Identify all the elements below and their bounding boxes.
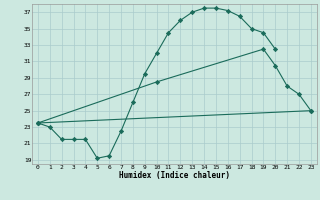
X-axis label: Humidex (Indice chaleur): Humidex (Indice chaleur) — [119, 171, 230, 180]
